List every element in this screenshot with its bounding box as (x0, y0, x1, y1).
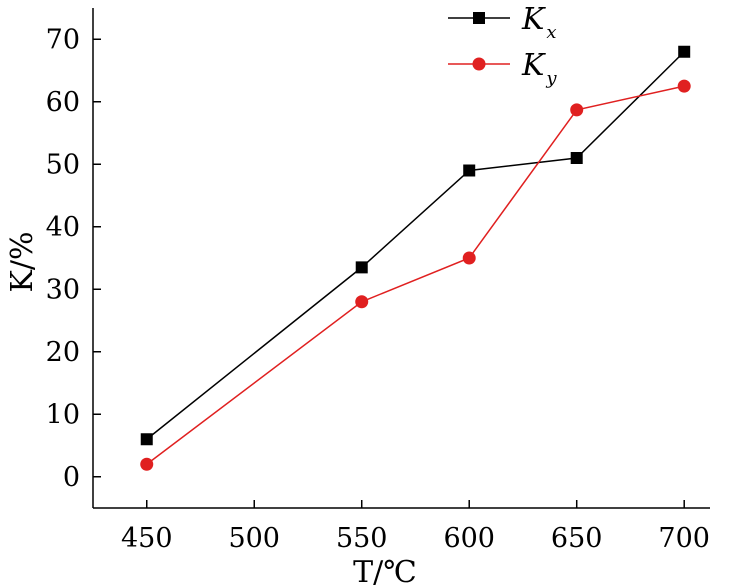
legend-marker (472, 57, 486, 71)
data-point (463, 164, 476, 177)
y-tick-label: 50 (46, 149, 80, 180)
data-point (570, 103, 584, 117)
data-point (140, 457, 154, 471)
y-tick-label: 0 (63, 462, 80, 493)
x-tick-label: 600 (443, 523, 495, 554)
y-tick-label: 10 (46, 399, 80, 430)
data-point (570, 152, 583, 164)
y-axis-label: K/% (5, 231, 40, 292)
data-point (355, 261, 368, 274)
y-tick-label: 40 (46, 212, 80, 243)
x-tick-label: 700 (658, 523, 710, 554)
y-tick-label: 70 (46, 24, 80, 55)
axes: 450 500 550 600 650 700 0 10 20 30 40 50 60 70 (46, 8, 710, 554)
y-tick-label: 20 (46, 337, 80, 368)
x-axis-label: T/℃ (353, 555, 417, 588)
x-tick-label: 650 (551, 523, 603, 554)
x-tick-label: 550 (336, 523, 388, 554)
data-point (678, 45, 691, 58)
series-layer (140, 45, 691, 471)
data-point (462, 251, 476, 265)
data-point (355, 295, 369, 309)
series-line (146, 51, 685, 440)
series-Kx (140, 45, 691, 446)
y-tick-label: 60 (46, 87, 80, 118)
x-tick-label: 500 (228, 523, 280, 554)
data-point (677, 79, 691, 93)
x-tick-label: 450 (121, 523, 173, 554)
legend-marker (473, 12, 485, 24)
data-point (140, 433, 153, 446)
series-line (146, 85, 685, 465)
series-Ky (140, 79, 691, 471)
y-tick-label: 30 (46, 274, 80, 305)
